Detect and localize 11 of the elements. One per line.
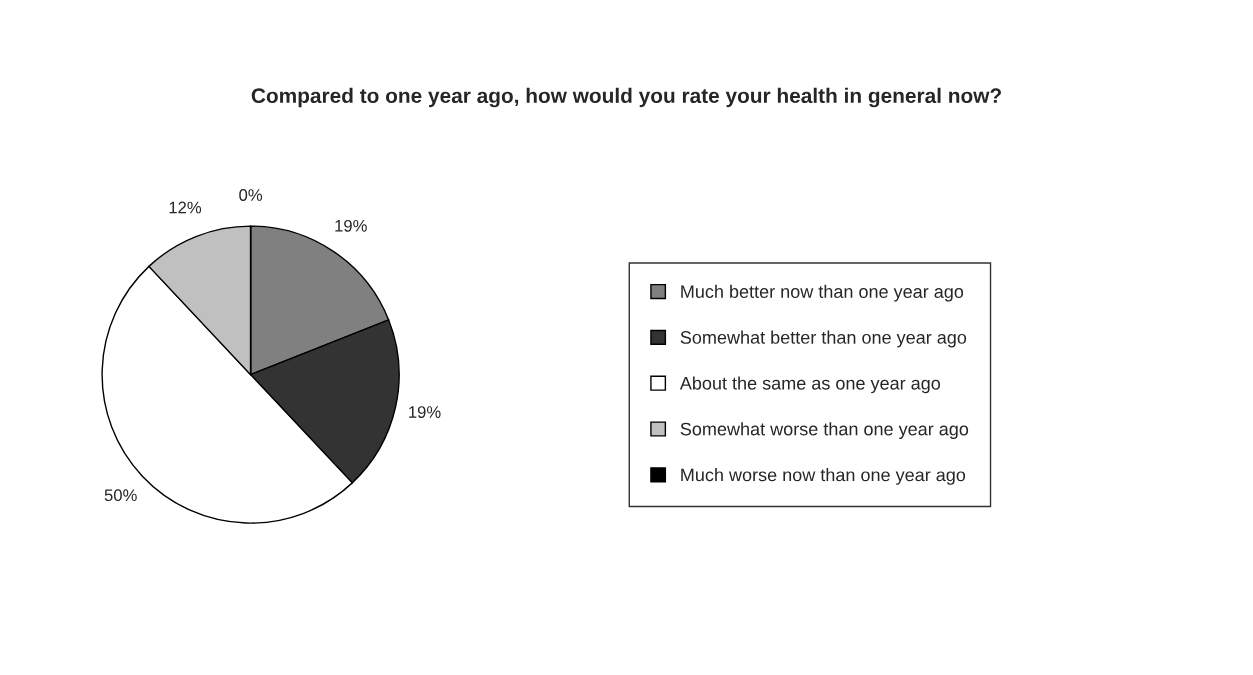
legend-label: Somewhat worse than one year ago [680,422,969,440]
legend-label: Much worse now than one year ago [681,468,966,485]
data-label: 19% [335,219,367,232]
legend-label: Much better now than one year ago [681,284,964,302]
legend-label: Somewhat better than one year ago [680,330,967,348]
text: 0% [239,189,263,201]
data-label: 19% [409,406,441,418]
data-label: 50% [104,489,137,502]
chart-title: Compared to one year ago, how would you rate your health in general now? [251,87,1001,108]
data-label: 12% [169,201,202,214]
legend-label: About the same as one year ago [679,376,941,394]
